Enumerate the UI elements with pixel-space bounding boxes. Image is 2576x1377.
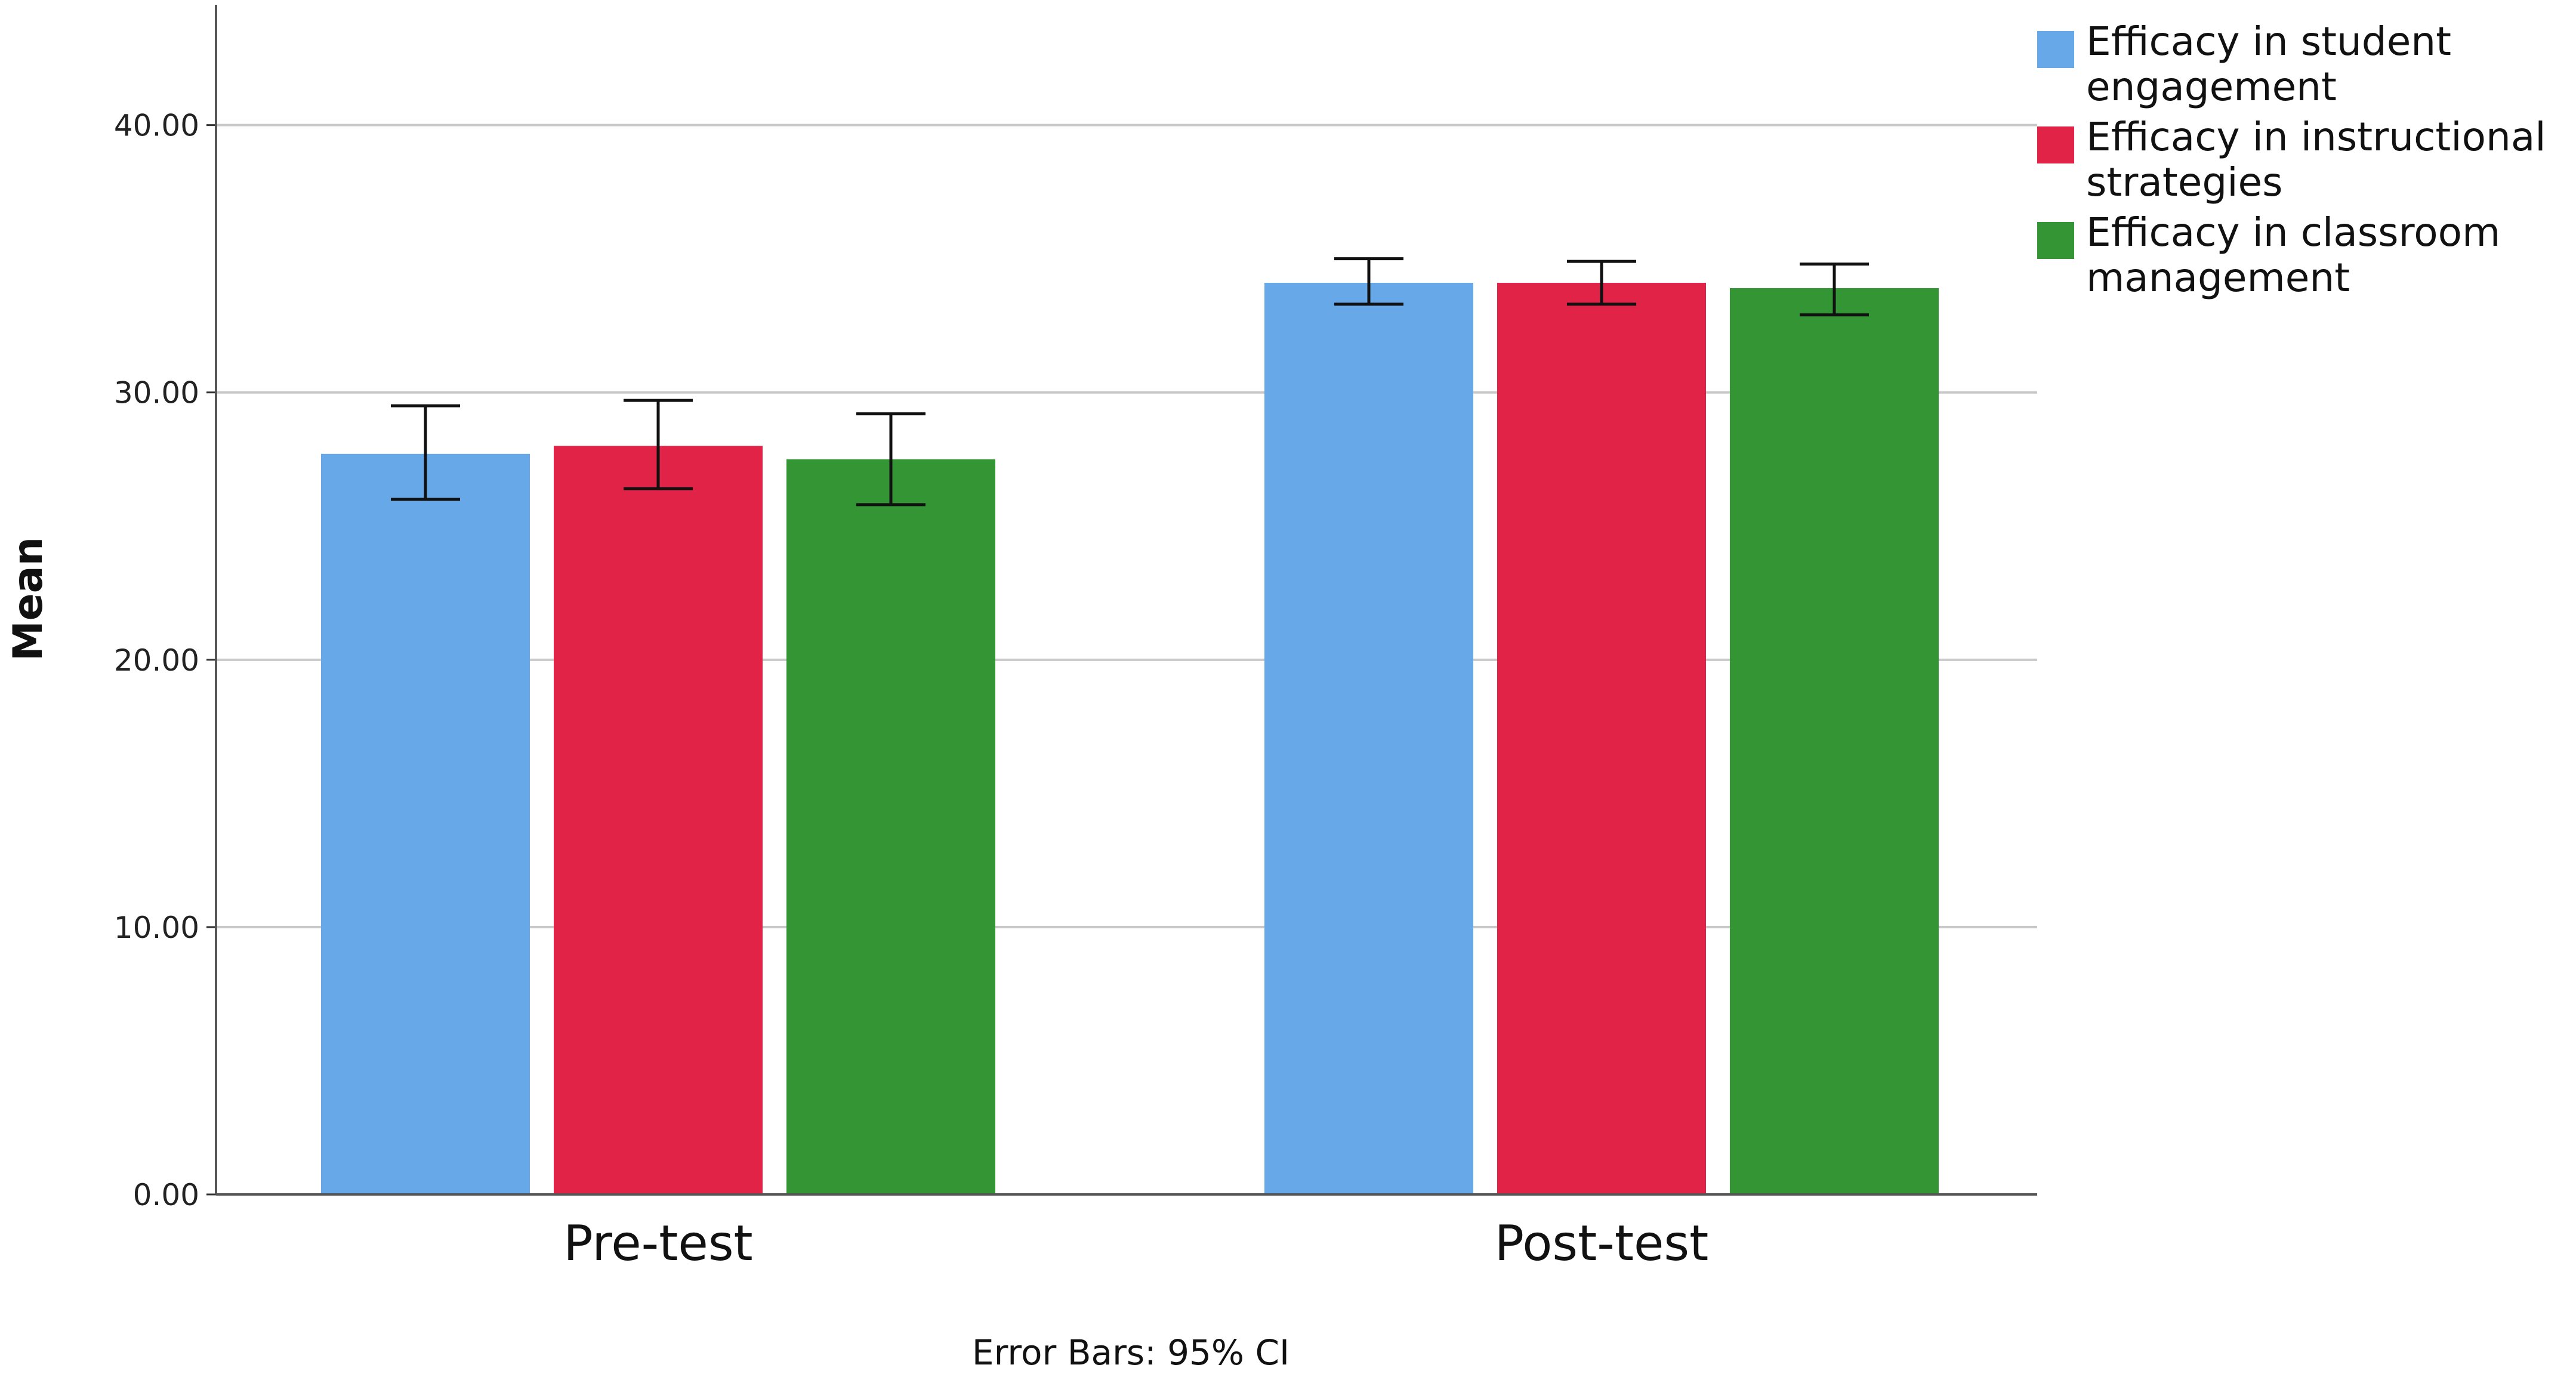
bar	[321, 453, 530, 1194]
x-category-labels: Pre-test Post-test	[563, 1215, 1708, 1272]
y-tick-label: 10.00	[114, 910, 199, 945]
y-tick-label: 30.00	[114, 376, 199, 410]
legend-label: engagement	[2086, 64, 2337, 110]
legend-label: Efficacy in student	[2086, 18, 2451, 64]
x-category-label: Post-test	[1495, 1215, 1709, 1272]
legend-swatch	[2037, 31, 2074, 68]
bars	[321, 283, 1939, 1195]
y-tick-label: 40.00	[114, 109, 199, 143]
error-bars-footnote: Error Bars: 95% CI	[972, 1332, 1289, 1373]
bar	[1730, 288, 1939, 1194]
legend-swatch	[2037, 126, 2074, 163]
legend-label: Efficacy in instructional	[2086, 114, 2546, 160]
legend-swatch	[2037, 222, 2074, 259]
bar	[1497, 283, 1706, 1195]
x-category-label: Pre-test	[563, 1215, 752, 1272]
legend-label: Efficacy in classroom	[2086, 209, 2500, 255]
legend-label: management	[2086, 255, 2350, 301]
error-bars	[391, 257, 1869, 507]
y-tick-label: 0.00	[133, 1178, 199, 1212]
axes	[206, 5, 2037, 1196]
y-axis-label: Mean	[5, 537, 52, 661]
bar	[1264, 283, 1473, 1195]
legend-label: strategies	[2086, 159, 2283, 205]
y-tick-label: 20.00	[114, 643, 199, 678]
y-tick-labels: 0.00 10.00 20.00 30.00 40.00	[114, 109, 199, 1212]
bar	[786, 459, 995, 1194]
bar	[554, 446, 763, 1194]
